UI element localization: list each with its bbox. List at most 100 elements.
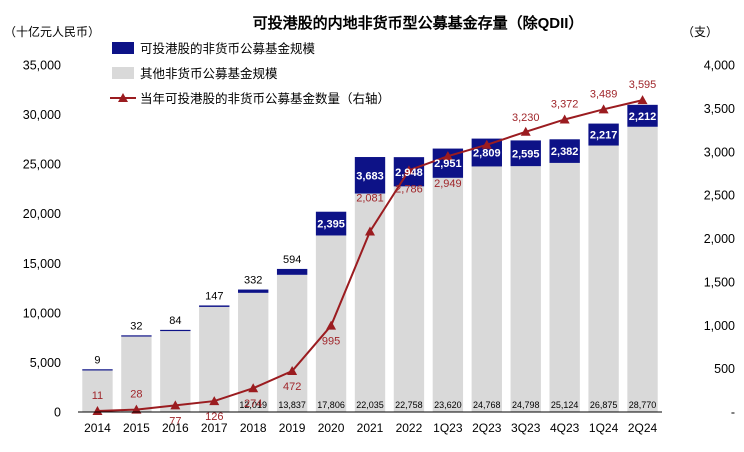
bar-hk-2017 bbox=[199, 305, 230, 307]
data-label-hk-2016: 84 bbox=[169, 315, 181, 327]
count-marker-3Q23 bbox=[520, 126, 531, 136]
data-label-hk-2019: 594 bbox=[283, 254, 301, 266]
bar-hk-1Q24 bbox=[588, 123, 619, 146]
right-tick-label: 3,000 bbox=[704, 145, 735, 159]
chart-title: 可投港股的内地非货币型公募基金存量（除QDII） bbox=[253, 14, 584, 32]
x-axis-ticks: 2014 2015 2016 2017 2018 2019 2020 2021 2022 1Q23… bbox=[84, 421, 657, 435]
bar-other-2Q24 bbox=[627, 126, 658, 413]
data-label-hk-2015: 32 bbox=[130, 320, 142, 332]
legend: 可投港股的非货币公募基金规模 其他非货币公募基金规模 当年可投港股的非货币公募基… bbox=[110, 41, 390, 106]
data-label-count-2016: 77 bbox=[169, 415, 181, 427]
legend-label-count-line: 当年可投港股的非货币公募基金数量（右轴） bbox=[140, 91, 390, 106]
count-marker-2022 bbox=[403, 165, 414, 175]
bar-hk-2Q24 bbox=[627, 104, 658, 127]
right-tick-label: 2,500 bbox=[704, 189, 735, 203]
line-layer bbox=[92, 95, 648, 416]
bar-hk-2014 bbox=[82, 369, 113, 371]
left-tick-label: 30,000 bbox=[23, 108, 61, 122]
left-tick-label: 25,000 bbox=[23, 158, 61, 172]
count-marker-2016 bbox=[170, 400, 181, 410]
data-label-count-2019: 472 bbox=[283, 381, 301, 393]
data-label-layer: 9 11 32 28 84 77 147 126 12,019 332 274 13,837 594 47… bbox=[92, 79, 657, 427]
legend-marker-count-line bbox=[118, 93, 128, 102]
bar-other-3Q23 bbox=[510, 166, 541, 412]
bar-other-2014 bbox=[82, 369, 113, 412]
right-axis-ticks: - 500 1,000 1,500 2,000 2,500 3,000 3,500 4,000 bbox=[704, 59, 735, 420]
x-tick-label: 1Q23 bbox=[433, 421, 463, 435]
right-tick-label: 4,000 bbox=[704, 59, 735, 73]
count-marker-2015 bbox=[131, 404, 142, 414]
data-label-count-1Q24: 3,489 bbox=[590, 88, 618, 100]
x-tick-label: 2021 bbox=[357, 421, 384, 435]
count-marker-2017 bbox=[209, 396, 220, 406]
left-tick-label: 35,000 bbox=[23, 59, 61, 73]
data-label-other-2Q24: 28,770 bbox=[629, 400, 657, 410]
data-label-count-2020: 995 bbox=[322, 336, 340, 348]
bar-other-2Q23 bbox=[471, 166, 502, 412]
count-marker-2021 bbox=[365, 226, 375, 236]
right-tick-label: 3,500 bbox=[704, 102, 735, 116]
x-tick-label: 3Q23 bbox=[511, 421, 541, 435]
data-label-hk-2020: 2,395 bbox=[317, 219, 345, 231]
bar-other-2022 bbox=[393, 186, 425, 412]
data-label-hk-3Q23: 2,595 bbox=[512, 148, 540, 160]
right-tick-label: - bbox=[731, 406, 735, 420]
x-tick-label: 2022 bbox=[396, 421, 423, 435]
legend-swatch-other-bar bbox=[112, 67, 134, 79]
legend-label-hk-bar: 可投港股的非货币公募基金规模 bbox=[140, 41, 316, 56]
left-axis-unit: （十亿元人民币） bbox=[4, 24, 100, 39]
right-tick-label: 1,500 bbox=[704, 275, 735, 289]
x-tick-label: 2014 bbox=[84, 421, 111, 435]
data-label-hk-2Q23: 2,809 bbox=[473, 148, 501, 160]
x-tick-label: 1Q24 bbox=[589, 421, 619, 435]
bar-hk-2021 bbox=[354, 157, 386, 194]
data-label-hk-1Q23: 2,951 bbox=[434, 158, 462, 170]
x-tick-label: 4Q23 bbox=[550, 421, 580, 435]
data-label-count-2021: 2,081 bbox=[356, 192, 384, 204]
bar-hk-2016 bbox=[160, 329, 191, 332]
bar-other-2019 bbox=[276, 274, 308, 412]
bar-hk-2018 bbox=[238, 289, 269, 293]
bar-other-2016 bbox=[160, 330, 191, 412]
x-tick-label: 2017 bbox=[201, 421, 228, 435]
right-tick-label: 500 bbox=[714, 362, 735, 376]
bar-hk-2020 bbox=[315, 211, 347, 236]
x-tick-label: 2Q24 bbox=[628, 421, 658, 435]
data-label-other-4Q23: 25,124 bbox=[551, 400, 579, 410]
data-label-hk-2014: 9 bbox=[94, 354, 100, 366]
x-tick-label: 2015 bbox=[123, 421, 150, 435]
right-tick-label: 2,000 bbox=[704, 232, 735, 246]
data-label-count-2022: 2,786 bbox=[395, 183, 423, 195]
x-tick-label: 2019 bbox=[279, 421, 306, 435]
data-label-count-2015: 28 bbox=[130, 389, 142, 401]
data-label-hk-2021: 3,683 bbox=[356, 170, 384, 182]
count-marker-2014 bbox=[92, 406, 103, 416]
left-tick-label: 5,000 bbox=[30, 356, 61, 370]
data-label-other-2020: 17,806 bbox=[317, 400, 345, 410]
data-label-count-2014: 11 bbox=[92, 390, 103, 402]
bar-other-2021 bbox=[354, 193, 386, 412]
right-tick-label: 1,000 bbox=[704, 319, 735, 333]
data-label-other-3Q23: 24,798 bbox=[512, 400, 540, 410]
data-label-other-1Q23: 23,620 bbox=[434, 400, 462, 410]
count-marker-4Q23 bbox=[559, 114, 570, 124]
data-label-other-2019: 13,837 bbox=[278, 400, 306, 410]
data-label-count-1Q23: 2,949 bbox=[434, 178, 462, 190]
left-tick-label: 20,000 bbox=[23, 207, 61, 221]
left-tick-label: 10,000 bbox=[23, 306, 61, 320]
data-label-other-2021: 22,035 bbox=[356, 400, 384, 410]
data-label-hk-1Q24: 2,217 bbox=[590, 130, 618, 142]
x-tick-label: 2020 bbox=[318, 421, 345, 435]
bar-other-4Q23 bbox=[549, 162, 580, 412]
data-label-hk-2018: 332 bbox=[244, 275, 262, 287]
x-tick-label: 2018 bbox=[240, 421, 267, 435]
bar-layer bbox=[82, 104, 658, 413]
bar-hk-4Q23 bbox=[549, 139, 580, 163]
data-label-count-3Q23: 3,230 bbox=[512, 112, 540, 124]
bar-other-2015 bbox=[121, 335, 152, 412]
left-axis-ticks: 0 5,000 10,000 15,000 20,000 25,000 30,000 35,0… bbox=[23, 59, 61, 420]
data-label-hk-2017: 147 bbox=[205, 290, 223, 302]
bar-other-2017 bbox=[199, 306, 230, 412]
count-marker-2Q23 bbox=[481, 139, 492, 149]
